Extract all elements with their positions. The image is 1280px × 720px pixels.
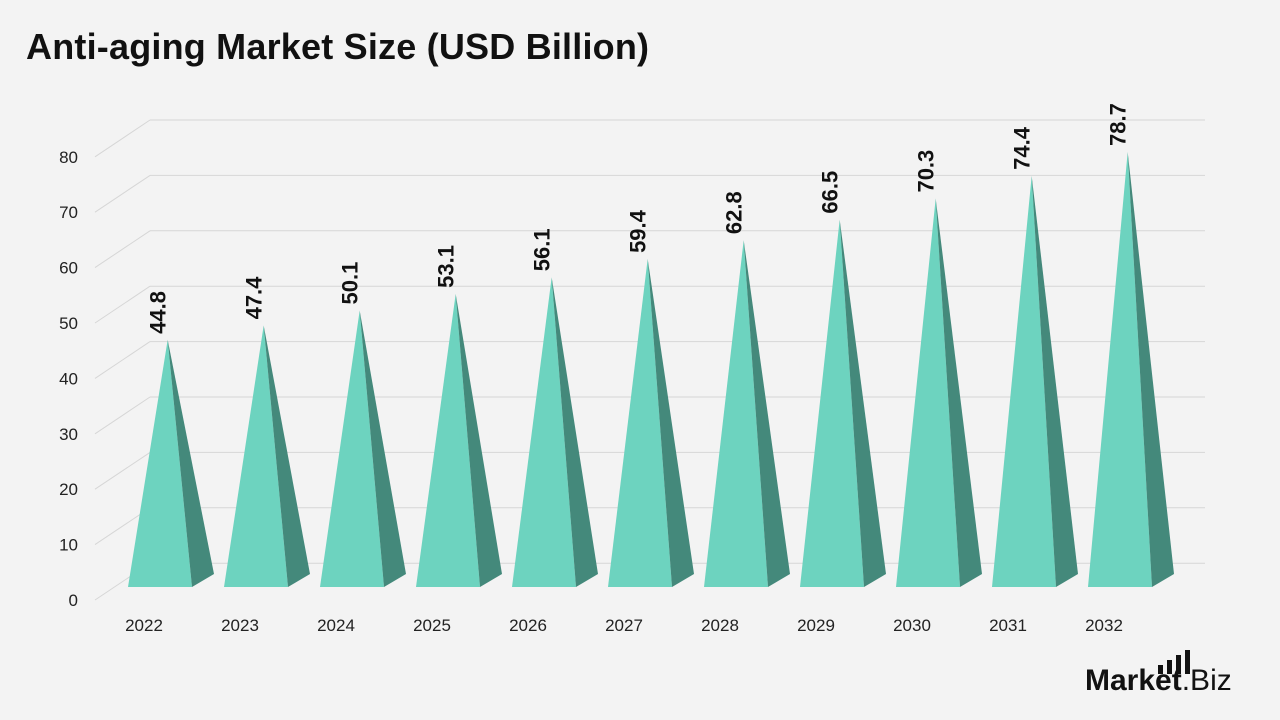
bar-front: [704, 240, 768, 587]
grid-diagonal: [94, 451, 151, 490]
grid-diagonal: [94, 285, 151, 324]
bar-front: [608, 258, 672, 587]
data-label: 66.5: [818, 171, 843, 214]
y-tick-label: 30: [59, 425, 78, 444]
x-tick-label: 2032: [1085, 616, 1123, 635]
data-label: 53.1: [434, 245, 459, 288]
bar-front: [896, 198, 960, 587]
x-tick-label: 2028: [701, 616, 739, 635]
x-tick-label: 2024: [317, 616, 355, 635]
grid-diagonal: [94, 396, 151, 435]
y-tick-label: 40: [59, 369, 78, 388]
x-axis-categories: 2022 2023 2024 2025 2026 2027 2028 2029 2030 2031…: [125, 616, 1123, 635]
bar-side: [647, 258, 694, 587]
brand-logo: Market.Biz: [1085, 664, 1232, 698]
grid-diagonal: [94, 341, 151, 379]
x-tick-label: 2023: [221, 616, 259, 635]
bar-front: [800, 219, 864, 587]
y-tick-label: 20: [59, 480, 78, 499]
bar-side: [167, 339, 214, 587]
bar-side: [1031, 175, 1078, 587]
bar-side: [263, 325, 310, 587]
bar-side: [551, 277, 598, 587]
bar-side: [743, 240, 790, 587]
bar-front: [320, 310, 384, 587]
chart-title: Anti-aging Market Size (USD Billion): [26, 26, 650, 67]
x-tick-label: 2031: [989, 616, 1027, 635]
bar-front: [224, 325, 288, 587]
bar-front: [128, 339, 192, 587]
bar-front: [512, 277, 576, 587]
grid-diagonal: [94, 119, 151, 158]
x-tick-label: 2025: [413, 616, 451, 635]
x-tick-label: 2030: [893, 616, 931, 635]
y-tick-label: 80: [59, 148, 78, 167]
x-tick-label: 2027: [605, 616, 643, 635]
y-tick-label: 70: [59, 203, 78, 222]
bar-side: [1127, 152, 1174, 587]
x-tick-label: 2029: [797, 616, 835, 635]
data-label: 62.8: [722, 191, 747, 234]
brand-logo-part2: .Biz: [1181, 664, 1232, 697]
bar-side: [359, 310, 406, 587]
bar-front: [1088, 152, 1152, 587]
y-tick-label: 10: [59, 536, 78, 555]
data-label: 59.4: [626, 209, 651, 253]
grid-diagonal: [94, 230, 151, 269]
bars: [128, 152, 1174, 587]
data-label: 50.1: [338, 262, 363, 305]
data-label: 56.1: [530, 228, 555, 271]
x-tick-label: 2022: [125, 616, 163, 635]
x-tick-label: 2026: [509, 616, 547, 635]
brand-logo-part1: Market: [1085, 664, 1182, 697]
bar-side: [839, 219, 886, 587]
y-tick-label: 50: [59, 314, 78, 333]
grid-diagonal: [94, 174, 151, 213]
y-tick-label: 0: [69, 591, 78, 610]
data-label: 47.4: [242, 276, 267, 320]
bar-front: [992, 175, 1056, 587]
brand-bars-icon: [1158, 650, 1190, 674]
y-axis-ticks: 0 10 20 30 40 50 60 70 80: [59, 148, 78, 610]
data-label: 44.8: [146, 291, 171, 334]
y-tick-label: 60: [59, 259, 78, 278]
bar-front: [416, 293, 480, 587]
data-label: 74.4: [1010, 126, 1035, 170]
data-label: 78.7: [1106, 103, 1131, 146]
data-label: 70.3: [914, 150, 939, 193]
bar-side: [455, 293, 502, 587]
bar-side: [935, 198, 982, 587]
data-labels: 44.8 47.4 50.1 53.1 56.1 59.4 62.8 66.5 70.3 74.4…: [146, 103, 1131, 334]
